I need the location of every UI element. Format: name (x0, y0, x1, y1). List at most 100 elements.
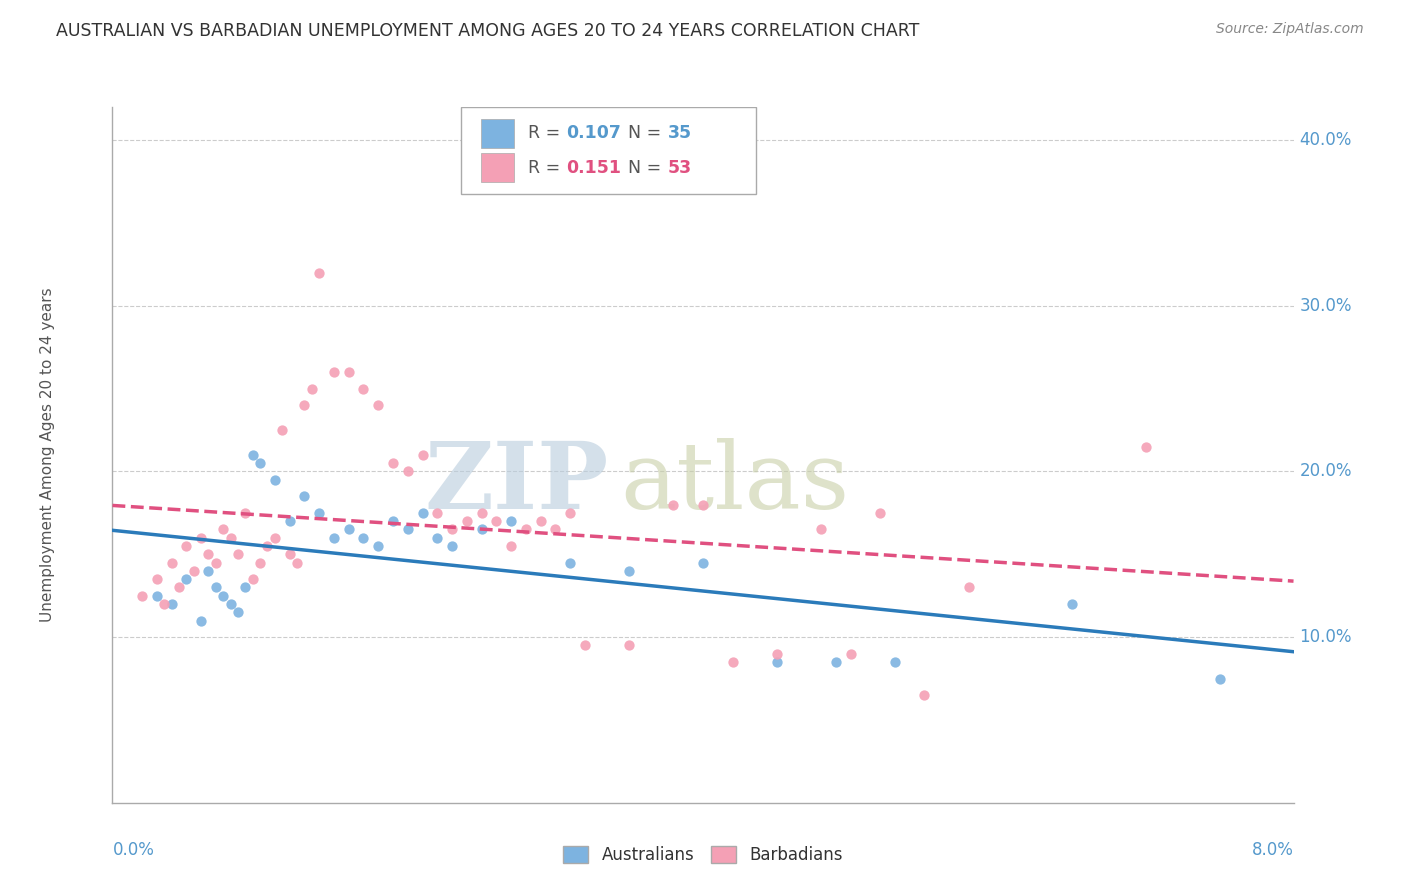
Point (1062, 597, 1084, 611)
Point (160, 597, 183, 611)
Point (367, 398, 389, 412)
Point (146, 572, 169, 586)
Point (205, 556, 228, 570)
Point (367, 539, 389, 553)
Point (256, 539, 278, 553)
Bar (481, 119, 515, 148)
Point (456, 514, 478, 528)
Point (619, 639, 641, 653)
Point (692, 498, 714, 512)
Text: R =: R = (529, 125, 567, 143)
Point (337, 365, 360, 379)
Point (292, 398, 315, 412)
Point (212, 523, 235, 537)
Point (323, 365, 346, 379)
Point (308, 506, 330, 520)
Text: 20.0%: 20.0% (1299, 462, 1353, 481)
Text: 0.107: 0.107 (567, 125, 621, 143)
Point (190, 614, 212, 628)
Point (226, 547, 249, 561)
Point (190, 531, 212, 545)
Legend: Australians, Barbadians: Australians, Barbadians (557, 839, 849, 871)
Point (441, 523, 464, 537)
Text: 35: 35 (668, 125, 692, 143)
Point (381, 456, 405, 470)
Point (839, 647, 862, 661)
Point (869, 506, 891, 520)
Point (219, 597, 242, 611)
Point (884, 655, 907, 669)
Point (501, 514, 523, 528)
Point (146, 589, 169, 603)
Point (160, 556, 183, 570)
Point (352, 531, 374, 545)
Point (544, 523, 567, 537)
Point (396, 465, 419, 479)
Point (205, 581, 228, 595)
Point (515, 523, 537, 537)
Point (264, 531, 287, 545)
Point (167, 581, 190, 595)
Point (212, 589, 235, 603)
Point (278, 547, 301, 561)
Point (574, 639, 596, 653)
Text: 53: 53 (668, 159, 692, 177)
Point (292, 489, 315, 503)
Point (412, 506, 434, 520)
Point (337, 523, 360, 537)
Point (412, 448, 434, 462)
Point (264, 473, 287, 487)
Point (441, 539, 464, 553)
Point (131, 589, 153, 603)
Point (426, 506, 449, 520)
Point (219, 531, 242, 545)
Point (692, 556, 714, 570)
Point (396, 523, 419, 537)
Point (308, 266, 330, 280)
Point (174, 539, 197, 553)
Text: Source: ZipAtlas.com: Source: ZipAtlas.com (1216, 22, 1364, 37)
Text: AUSTRALIAN VS BARBADIAN UNEMPLOYMENT AMONG AGES 20 TO 24 YEARS CORRELATION CHART: AUSTRALIAN VS BARBADIAN UNEMPLOYMENT AMO… (56, 22, 920, 40)
Point (285, 556, 308, 570)
Text: ZIP: ZIP (425, 438, 609, 528)
Point (470, 523, 494, 537)
Text: 30.0%: 30.0% (1299, 297, 1353, 315)
Point (352, 382, 374, 396)
Point (278, 514, 301, 528)
Point (183, 564, 205, 578)
Point (766, 647, 789, 661)
Point (1208, 672, 1232, 686)
Point (271, 423, 294, 437)
Point (662, 498, 685, 512)
Point (381, 514, 405, 528)
Point (233, 506, 256, 520)
Bar (481, 153, 515, 182)
Point (619, 564, 641, 578)
Point (824, 655, 846, 669)
Point (426, 531, 449, 545)
Point (323, 531, 346, 545)
Point (957, 581, 980, 595)
Point (242, 448, 264, 462)
Point (242, 572, 264, 586)
Text: N =: N = (617, 125, 666, 143)
Point (501, 539, 523, 553)
Text: 0.0%: 0.0% (112, 841, 155, 859)
Point (914, 688, 936, 702)
FancyBboxPatch shape (461, 107, 756, 194)
Text: N =: N = (617, 159, 666, 177)
Point (470, 506, 494, 520)
Text: 40.0%: 40.0% (1299, 131, 1351, 149)
Text: atlas: atlas (620, 438, 849, 528)
Text: R =: R = (529, 159, 567, 177)
Point (174, 572, 197, 586)
Text: 0.151: 0.151 (567, 159, 621, 177)
Text: 10.0%: 10.0% (1299, 628, 1353, 646)
Point (301, 382, 323, 396)
Point (249, 556, 271, 570)
Point (485, 514, 508, 528)
Point (226, 605, 249, 619)
Point (197, 564, 219, 578)
Text: 8.0%: 8.0% (1251, 841, 1294, 859)
Text: Unemployment Among Ages 20 to 24 years: Unemployment Among Ages 20 to 24 years (39, 287, 55, 623)
